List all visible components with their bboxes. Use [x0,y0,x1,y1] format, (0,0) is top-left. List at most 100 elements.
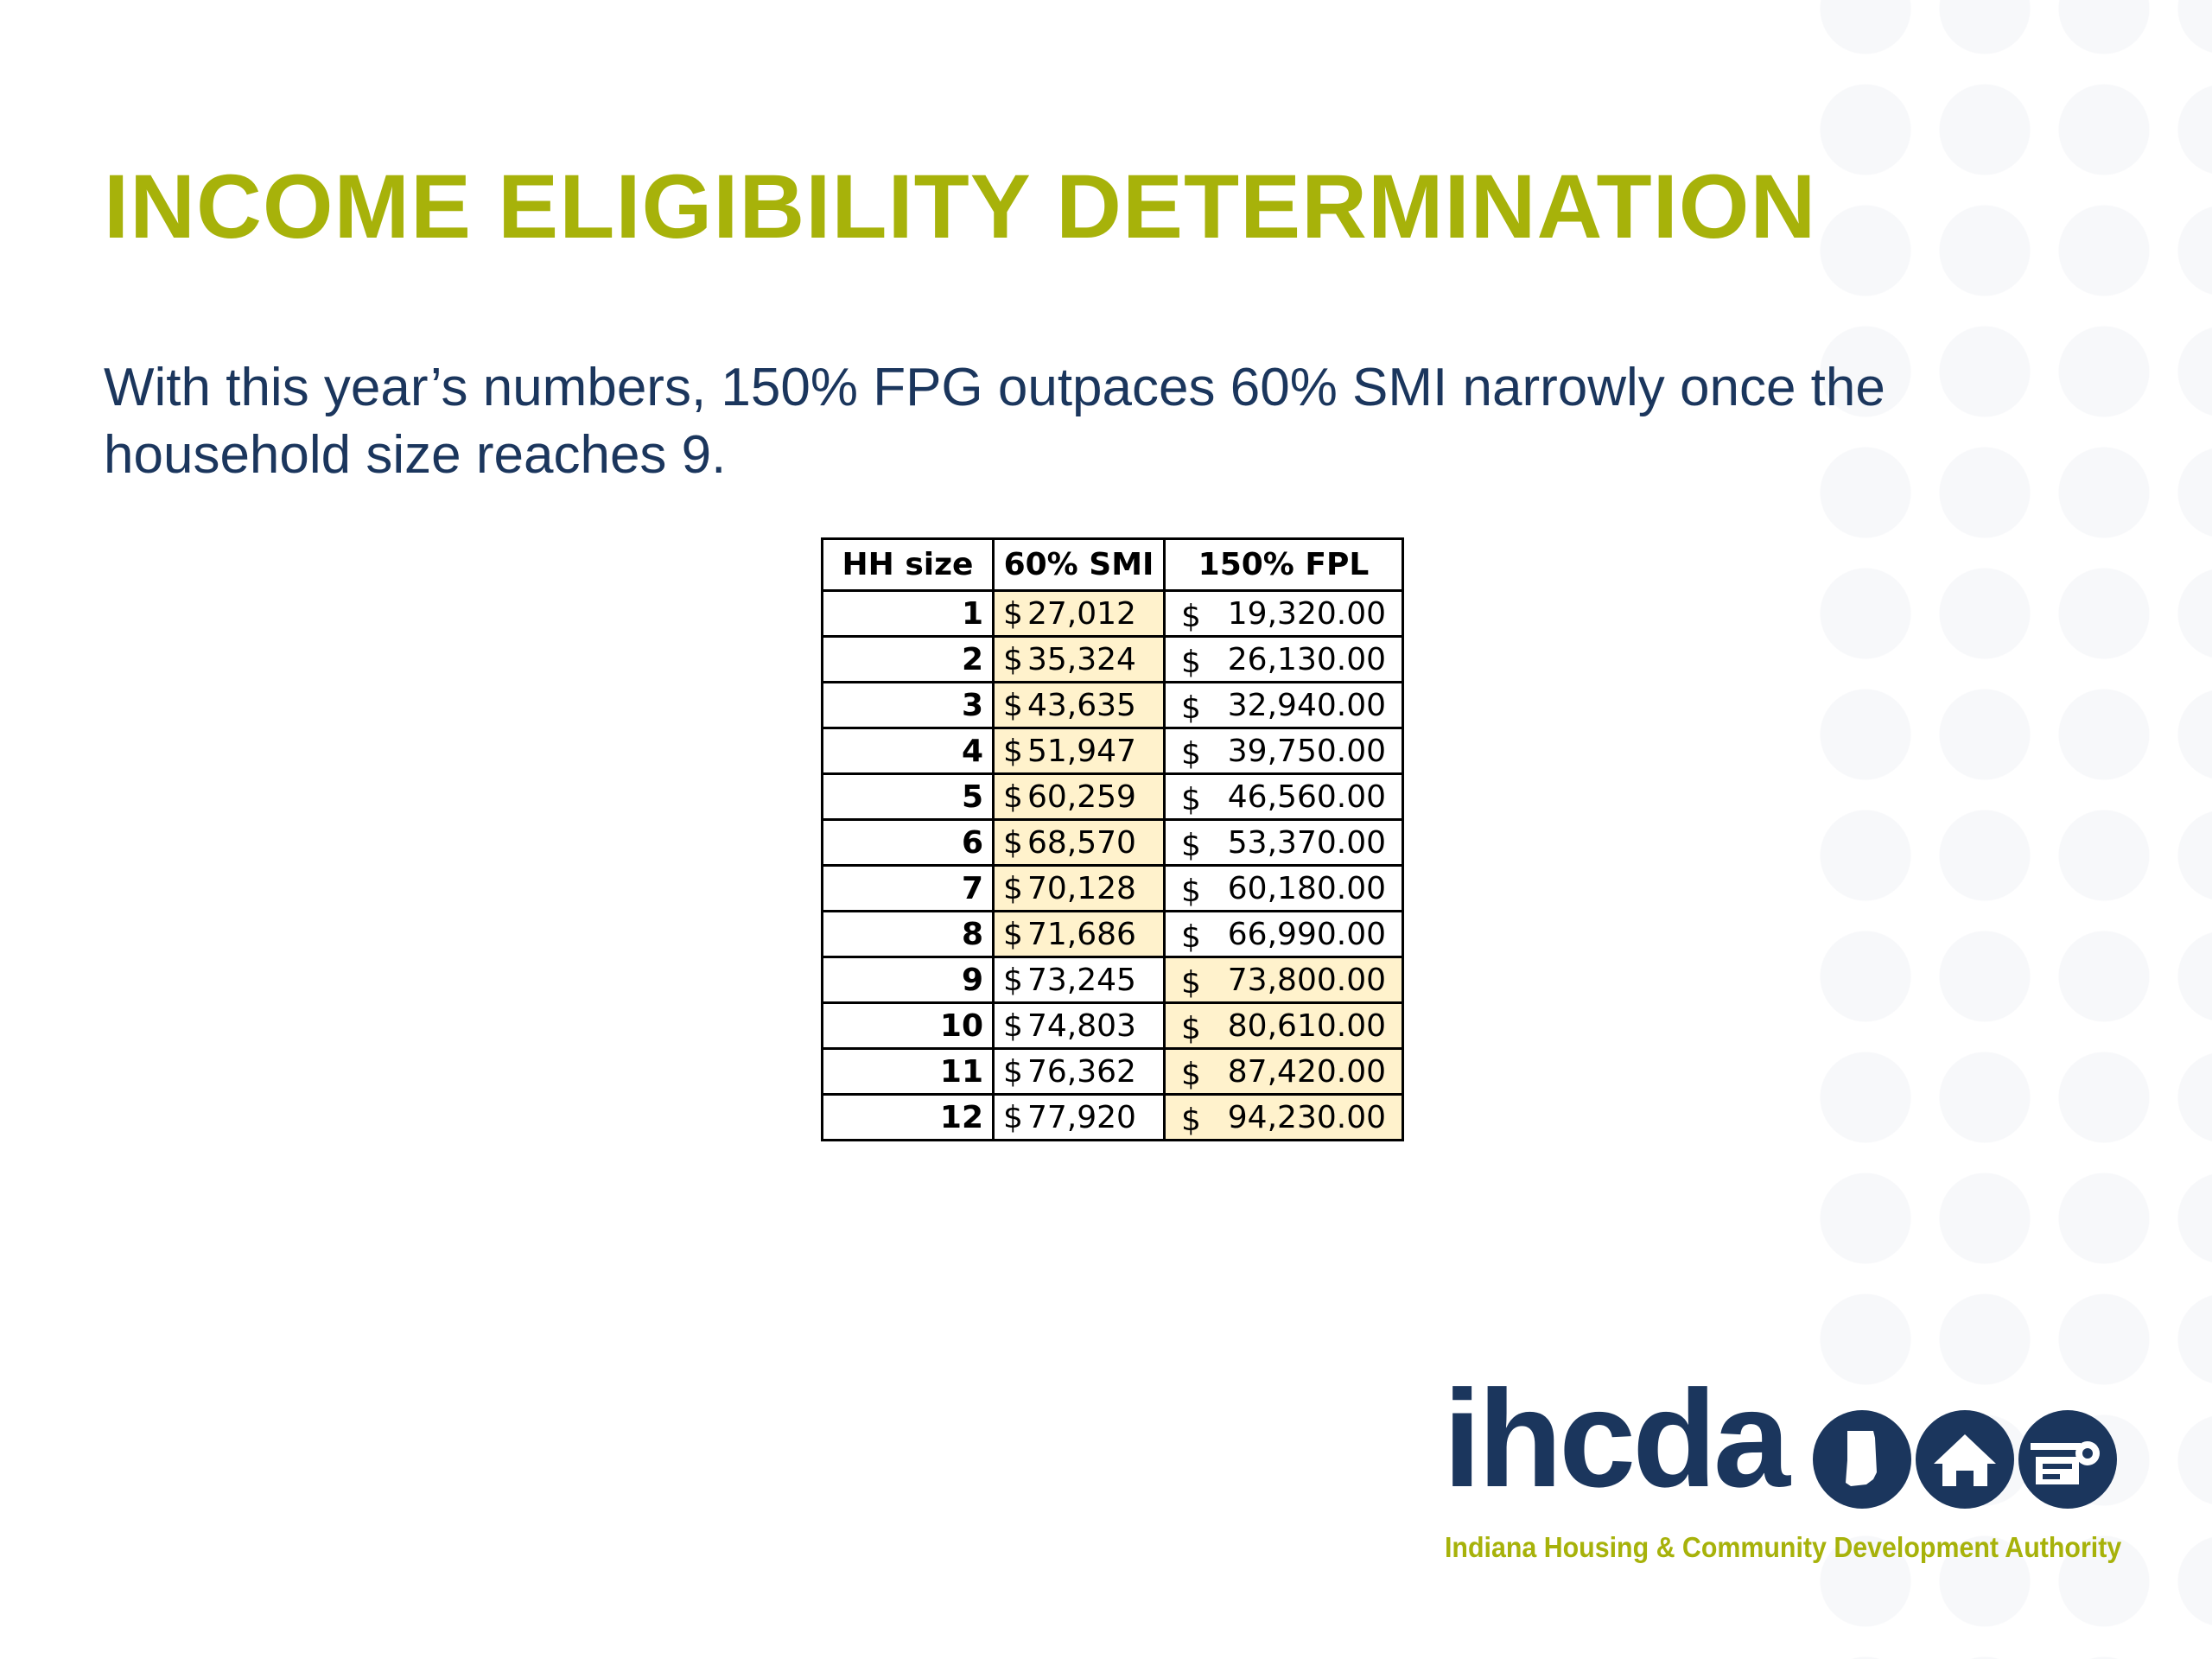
logo-icon-group [1813,1410,2117,1509]
fpl-amount: 39,750.00 [1227,733,1386,769]
slide-body-text: With this year’s numbers, 150% FPG outpa… [104,358,1885,485]
smi-amount: 70,128 [1027,870,1136,906]
currency-symbol: $ [1181,874,1201,909]
smi-cell: $68,570 [992,818,1166,867]
hh-size-cell: 10 [821,1001,995,1050]
currency-symbol: $ [1003,962,1023,998]
background-dot-pattern [1806,0,2212,1659]
smi-cell: $35,324 [992,635,1166,683]
fpl-cell: $80,610.00 [1163,1001,1404,1050]
hh-size-cell: 6 [821,818,995,867]
income-eligibility-table: HH size 60% SMI 150% FPL 1 $27,012 $19,320… [821,537,1404,1141]
fpl-cell: $39,750.00 [1163,727,1404,775]
fpl-amount: 73,800.00 [1227,962,1386,998]
currency-symbol: $ [1181,690,1201,726]
table-row: 4 $51,947 $39,750.00 [821,727,1404,775]
fpl-cell: $53,370.00 [1163,818,1404,867]
smi-cell: $51,947 [992,727,1166,775]
smi-amount: 73,245 [1027,962,1136,998]
fpl-cell: $73,800.00 [1163,956,1404,1004]
table-row: 8 $71,686 $66,990.00 [821,910,1404,958]
fpl-amount: 46,560.00 [1227,779,1386,815]
fpl-cell: $26,130.00 [1163,635,1404,683]
smi-amount: 68,570 [1027,824,1136,861]
hh-size-cell: 1 [821,589,995,638]
table-row: 6 $68,570 $53,370.00 [821,818,1404,867]
smi-cell: $70,128 [992,864,1166,912]
smi-amount: 60,259 [1027,779,1136,815]
smi-amount: 51,947 [1027,733,1136,769]
smi-amount: 27,012 [1027,595,1136,632]
smi-cell: $73,245 [992,956,1166,1004]
hh-size-cell: 12 [821,1093,995,1141]
hh-size-cell: 7 [821,864,995,912]
fpl-amount: 87,420.00 [1227,1053,1386,1090]
indiana-state-icon [1813,1410,1911,1509]
table-row: 11 $76,362 $87,420.00 [821,1047,1404,1096]
currency-symbol: $ [1003,916,1023,952]
header-hh-size: HH size [821,537,995,592]
fpl-amount: 94,230.00 [1227,1099,1386,1135]
table-row: 1 $27,012 $19,320.00 [821,589,1404,638]
table-row: 5 $60,259 $46,560.00 [821,772,1404,821]
smi-amount: 35,324 [1027,641,1136,677]
currency-symbol: $ [1181,1011,1201,1046]
header-150-fpl: 150% FPL [1163,537,1404,592]
fpl-amount: 66,990.00 [1227,916,1386,952]
smi-cell: $71,686 [992,910,1166,958]
smi-amount: 43,635 [1027,687,1136,723]
currency-symbol: $ [1181,828,1201,863]
hh-size-cell: 9 [821,956,995,1004]
hh-size-cell: 3 [821,681,995,729]
currency-symbol: $ [1003,687,1023,723]
smi-amount: 77,920 [1027,1099,1136,1135]
logo-tagline: Indiana Housing & Community Development … [1445,1531,2122,1563]
currency-symbol: $ [1181,782,1201,817]
smi-cell: $74,803 [992,1001,1166,1050]
hh-size-cell: 8 [821,910,995,958]
smi-cell: $77,920 [992,1093,1166,1141]
fpl-cell: $94,230.00 [1163,1093,1404,1141]
fpl-amount: 80,610.00 [1227,1007,1386,1044]
ihcda-wordmark: ihcda [1443,1361,1790,1516]
table-row: 2 $35,324 $26,130.00 [821,635,1404,683]
currency-symbol: $ [1003,1053,1023,1090]
currency-symbol: $ [1181,736,1201,772]
currency-symbol: $ [1003,824,1023,861]
currency-symbol: $ [1181,919,1201,955]
currency-symbol: $ [1181,1103,1201,1138]
currency-symbol: $ [1003,870,1023,906]
smi-cell: $27,012 [992,589,1166,638]
table-row: 10 $74,803 $80,610.00 [821,1001,1404,1050]
slide-title: INCOME ELIGIBILITY DETERMINATION [104,156,1817,257]
fpl-cell: $46,560.00 [1163,772,1404,821]
smi-amount: 76,362 [1027,1053,1136,1090]
currency-symbol: $ [1003,641,1023,677]
fpl-cell: $60,180.00 [1163,864,1404,912]
fpl-amount: 26,130.00 [1227,641,1386,677]
currency-symbol: $ [1181,965,1201,1001]
hh-size-cell: 5 [821,772,995,821]
table-row: 7 $70,128 $60,180.00 [821,864,1404,912]
currency-symbol: $ [1181,599,1201,634]
table-row: 9 $73,245 $73,800.00 [821,956,1404,1004]
fpl-cell: $87,420.00 [1163,1047,1404,1096]
fpl-amount: 60,180.00 [1227,870,1386,906]
currency-symbol: $ [1003,1099,1023,1135]
fpl-cell: $19,320.00 [1163,589,1404,638]
fpl-amount: 32,940.00 [1227,687,1386,723]
currency-symbol: $ [1181,645,1201,680]
fpl-amount: 53,370.00 [1227,824,1386,861]
currency-symbol: $ [1181,1057,1201,1092]
smi-amount: 74,803 [1027,1007,1136,1044]
hh-size-cell: 2 [821,635,995,683]
fpl-cell: $66,990.00 [1163,910,1404,958]
fpl-cell: $32,940.00 [1163,681,1404,729]
smi-cell: $76,362 [992,1047,1166,1096]
currency-symbol: $ [1003,1007,1023,1044]
header-60-smi: 60% SMI [992,537,1166,592]
currency-symbol: $ [1003,595,1023,632]
table-row: 3 $43,635 $32,940.00 [821,681,1404,729]
currency-symbol: $ [1003,733,1023,769]
table-body: 1 $27,012 $19,320.00 2 $35,324 $26,130.00 3 $43… [821,589,1404,1141]
